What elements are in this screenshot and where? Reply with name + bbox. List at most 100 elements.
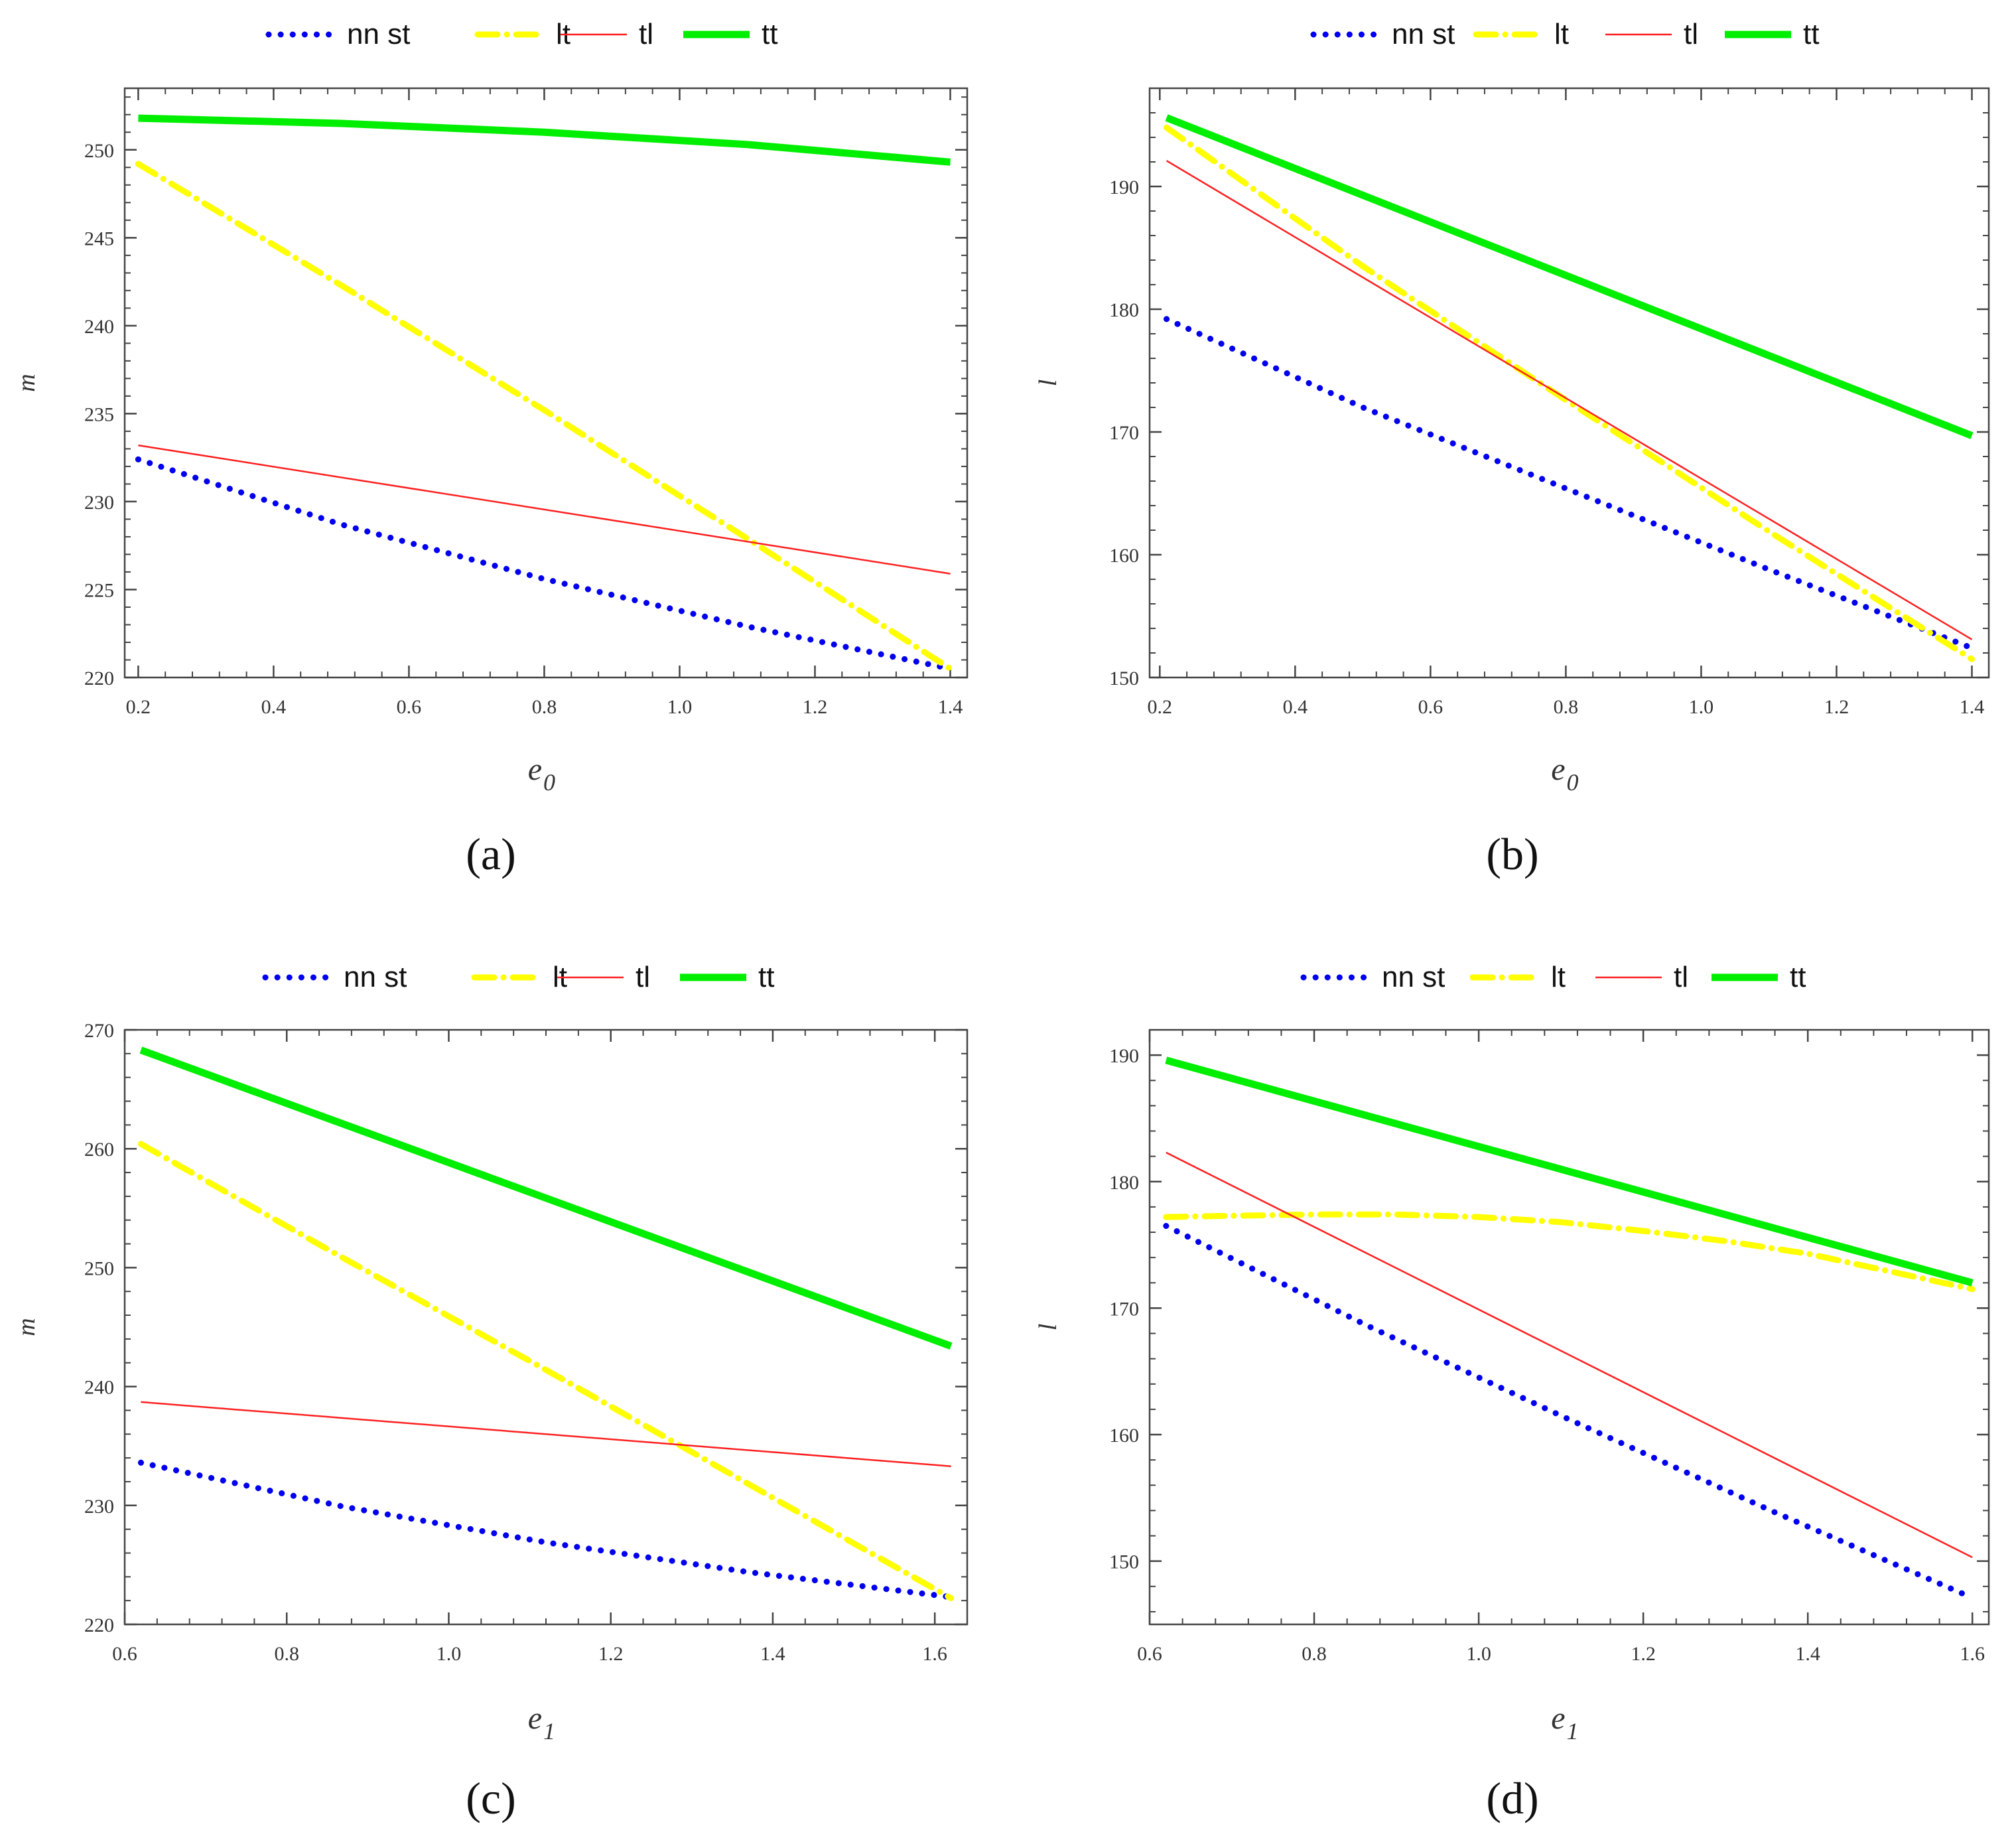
y-tick-label: 220: [84, 668, 114, 689]
y-tick-label: 225: [84, 579, 114, 601]
x-axis-title-subscript: 0: [1567, 769, 1579, 796]
x-tick-label: 0.4: [261, 696, 287, 718]
plot-frame: [1148, 1029, 1990, 1626]
y-tick-label: 160: [1109, 545, 1139, 567]
legend-label: nn st: [1382, 961, 1445, 993]
y-tick-label: 230: [84, 1496, 114, 1518]
series-line-tt: [1165, 114, 1974, 439]
x-axis-title-subscript: 1: [1567, 1718, 1579, 1744]
x-tick-label: 1.0: [667, 696, 693, 718]
series-line-tt: [138, 114, 951, 166]
y-tick-label: 150: [1109, 668, 1139, 689]
y-axis-title: m: [13, 1318, 40, 1336]
x-tick-label: 1.2: [803, 696, 828, 718]
chart-panel-c: 0.6 0.8 1.0 1.2 1.4 1.6 220 230 240 250 260 270 m e 1 n…: [13, 961, 969, 1823]
series-line-lt: [1163, 1211, 1976, 1293]
series-line-lt: [137, 1141, 955, 1602]
y-tick-label: 260: [84, 1139, 114, 1161]
y-axis-title: m: [13, 374, 40, 391]
x-axis-title: e: [1551, 1701, 1565, 1736]
x-tick-label: 1.4: [1960, 696, 1985, 718]
series-line-tl: [138, 444, 951, 575]
legend-label: tl: [1674, 961, 1688, 993]
series-line-lt: [135, 161, 953, 672]
panel-label: (a): [466, 829, 515, 879]
series-line-tl: [1166, 1151, 1973, 1559]
series-line-tl: [141, 1401, 951, 1467]
y-tick-label: 220: [84, 1614, 114, 1636]
legend-label: lt: [1551, 961, 1566, 993]
chart-panel-b: 0.2 0.4 0.6 0.8 1.0 1.2 1.4 150 160 170 180 190 l e 0 n…: [1034, 18, 1990, 879]
y-tick-label: 270: [84, 1020, 114, 1042]
y-tick-label: 240: [84, 316, 114, 338]
x-tick-label: 0.6: [1418, 696, 1444, 718]
series-line-tt: [1165, 1056, 1974, 1287]
legend-label: tl: [1684, 18, 1698, 50]
legend-label: tt: [1790, 961, 1806, 993]
x-axis-title-subscript: 0: [543, 769, 555, 796]
x-tick-label: 0.6: [1137, 1643, 1162, 1665]
series-line-tt: [139, 1046, 953, 1350]
series-line-nn-st: [1163, 1223, 1976, 1601]
x-tick-label: 0.2: [1148, 696, 1173, 718]
legend-label: tl: [636, 961, 650, 993]
y-tick-label: 230: [84, 492, 114, 514]
x-tick-label: 1.6: [922, 1643, 947, 1665]
x-tick-label: 0.8: [1554, 696, 1579, 718]
y-tick-label: 180: [1109, 299, 1139, 321]
legend-label: tt: [758, 961, 774, 993]
y-tick-label: 190: [1109, 177, 1139, 198]
y-tick-label: 150: [1109, 1551, 1139, 1573]
series-line-lt: [1164, 124, 1975, 662]
panel-label: (c): [466, 1773, 515, 1823]
legend-label: tl: [639, 18, 653, 50]
x-tick-label: 0.4: [1283, 696, 1308, 718]
x-tick-label: 1.0: [1689, 696, 1714, 718]
y-axis-title: l: [1034, 380, 1062, 387]
series-line-nn-st: [135, 456, 953, 672]
legend-label: nn st: [344, 961, 407, 993]
x-tick-label: 1.4: [938, 696, 963, 718]
legend-label: tt: [1803, 18, 1819, 50]
x-tick-label: 1.4: [760, 1643, 785, 1665]
plot-frame: [1148, 87, 1990, 679]
x-axis-title: e: [528, 1701, 542, 1736]
legend-label: nn st: [347, 18, 410, 50]
legend-label: lt: [1554, 18, 1569, 50]
y-tick-label: 240: [84, 1377, 114, 1399]
chart-panel-a: 0.2 0.4 0.6 0.8 1.0 1.2 1.4 220 225 230 235 240 245 2…: [13, 18, 969, 879]
y-tick-label: 170: [1109, 422, 1139, 444]
y-tick-label: 250: [84, 1257, 114, 1279]
y-tick-label: 250: [84, 140, 114, 162]
series-line-nn-st: [1164, 316, 1975, 652]
series-line-tl: [1166, 160, 1973, 640]
legend-label: tt: [762, 18, 777, 50]
y-tick-label: 160: [1109, 1425, 1139, 1447]
x-tick-label: 1.2: [598, 1643, 624, 1665]
x-axis-title-subscript: 1: [543, 1718, 555, 1744]
x-tick-label: 1.2: [1631, 1643, 1656, 1665]
x-tick-label: 0.2: [126, 696, 151, 718]
y-tick-label: 235: [84, 403, 114, 425]
x-tick-label: 1.0: [437, 1643, 462, 1665]
x-tick-label: 0.8: [532, 696, 557, 718]
x-tick-label: 0.8: [274, 1643, 299, 1665]
x-tick-label: 1.0: [1466, 1643, 1491, 1665]
x-tick-label: 0.6: [397, 696, 422, 718]
y-axis-title: l: [1034, 1324, 1062, 1331]
y-tick-label: 170: [1109, 1298, 1139, 1320]
x-axis-title: e: [528, 752, 542, 787]
plot-frame: [123, 87, 969, 679]
x-tick-label: 0.6: [112, 1643, 137, 1665]
x-tick-label: 1.2: [1824, 696, 1849, 718]
x-tick-label: 1.6: [1960, 1643, 1985, 1665]
panel-label: (d): [1486, 1773, 1538, 1823]
x-axis-title: e: [1551, 752, 1565, 787]
series-line-nn-st: [137, 1459, 955, 1600]
y-tick-label: 245: [84, 228, 114, 249]
legend-label: nn st: [1392, 18, 1455, 50]
y-tick-label: 190: [1109, 1045, 1139, 1067]
panel-label: (b): [1486, 829, 1538, 879]
x-tick-label: 0.8: [1302, 1643, 1327, 1665]
